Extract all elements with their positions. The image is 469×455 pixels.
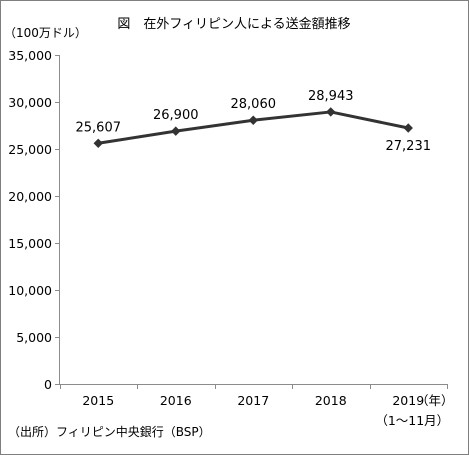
chart-title: 図 在外フィリピン人による送金額推移 xyxy=(117,16,350,32)
y-tick-label: 30,000 xyxy=(8,95,52,110)
y-tick-label: 15,000 xyxy=(8,236,52,251)
data-label: 27,231 xyxy=(386,139,432,154)
data-point-marker xyxy=(171,126,181,136)
plot-area: 0 5,000 10,000 15,000 20,000 25,000 30,000 35,0… xyxy=(8,48,449,428)
data-point-marker xyxy=(93,138,103,149)
y-tick-label: 25,000 xyxy=(8,142,52,157)
y-tick-label: 0 xyxy=(44,377,52,392)
data-label: 25,607 xyxy=(76,120,122,135)
y-axis-ticks: 0 5,000 10,000 15,000 20,000 25,000 30,000 35,0… xyxy=(8,48,60,392)
y-tick-label: 5,000 xyxy=(16,330,52,345)
y-tick-label: 35,000 xyxy=(8,48,52,63)
x-tick-label: 2016 xyxy=(160,393,192,408)
x-tick-label: 2017 xyxy=(237,393,269,408)
data-label: 26,900 xyxy=(153,108,199,123)
x-axis-ticks: 2015 2016 2017 2018 2019 （1～11月） xyxy=(60,384,449,428)
x-tick-note: （1～11月） xyxy=(375,413,449,428)
source-note: （出所）フィリピン中央銀行（BSP） xyxy=(8,424,211,439)
x-tick-label: 2019 xyxy=(392,393,424,408)
data-label: 28,060 xyxy=(231,97,277,112)
y-tick-label: 20,000 xyxy=(8,189,52,204)
y-axis-unit-label: （100万ドル） xyxy=(4,26,87,40)
data-point-marker xyxy=(403,123,413,133)
data-point-marker xyxy=(248,115,258,125)
x-tick-label: 2015 xyxy=(82,393,114,408)
data-point-marker xyxy=(326,107,336,117)
y-tick-label: 10,000 xyxy=(8,283,52,298)
x-axis-unit-label: （年） xyxy=(416,393,454,408)
data-label: 28,943 xyxy=(308,89,354,104)
data-label-layer: 25,607 26,900 28,060 28,943 27,231 xyxy=(76,89,432,154)
series-layer xyxy=(93,107,413,149)
x-tick-label: 2018 xyxy=(315,393,347,408)
